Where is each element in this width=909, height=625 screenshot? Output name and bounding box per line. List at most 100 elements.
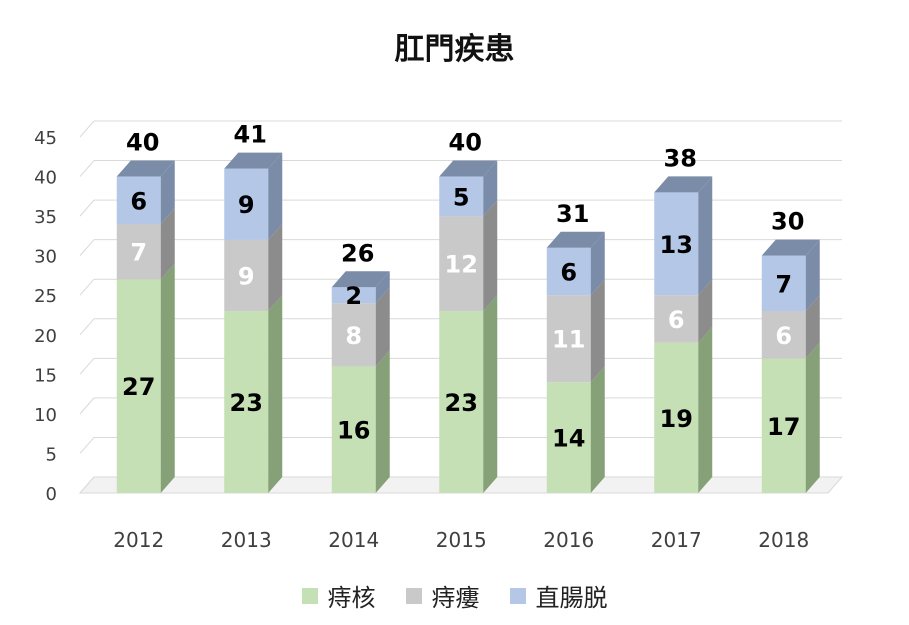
legend-item-hemorrhoids: 痔核 xyxy=(301,578,376,613)
bar-side-0 xyxy=(590,366,605,493)
total-label: 38 xyxy=(664,144,697,172)
data-label-0: 16 xyxy=(337,417,370,445)
gridline-depth xyxy=(79,199,95,217)
bar-top xyxy=(546,231,605,248)
legend: 痔核 痔瘻 直腸脱 xyxy=(0,578,909,613)
x-tick-label: 2015 xyxy=(436,528,487,552)
legend-item-anal-fistula: 痔瘻 xyxy=(405,578,480,613)
bar-front-2 xyxy=(331,287,376,304)
gridline-depth xyxy=(79,318,95,336)
data-label-2: 7 xyxy=(775,270,792,298)
bar-front-1 xyxy=(331,303,376,367)
bar-side-2 xyxy=(268,152,283,240)
bar-front-1 xyxy=(654,295,699,343)
x-tick-label: 2016 xyxy=(543,528,594,552)
gridline-depth xyxy=(79,437,95,454)
bar-top xyxy=(654,176,713,193)
data-label-2: 5 xyxy=(453,183,470,211)
bar-side-0 xyxy=(375,350,390,493)
bar-front-1 xyxy=(546,295,591,383)
bar-side-1 xyxy=(375,287,390,367)
bar-front-0 xyxy=(224,311,269,493)
bar-side-1 xyxy=(160,208,175,280)
y-tick-label: 30 xyxy=(34,247,57,268)
gridline-depth xyxy=(79,160,95,177)
data-label-0: 27 xyxy=(122,373,155,401)
chart-title: 肛門疾患 xyxy=(394,32,515,67)
bar-side-1 xyxy=(268,223,283,312)
total-label: 40 xyxy=(449,129,482,157)
bar-side-2 xyxy=(698,176,713,296)
data-label-1: 6 xyxy=(668,306,685,334)
bar-top xyxy=(116,160,175,177)
data-label-1: 8 xyxy=(345,322,362,350)
y-tick-label: 5 xyxy=(46,444,57,465)
data-label-0: 23 xyxy=(445,389,478,417)
bar-side-2 xyxy=(483,160,498,217)
bar-side-2 xyxy=(590,231,605,296)
bar-front-2 xyxy=(654,192,699,296)
gridline-depth xyxy=(79,239,95,256)
bar-front-1 xyxy=(439,216,484,312)
total-label: 31 xyxy=(556,200,589,228)
bar-front-2 xyxy=(546,247,591,296)
bar-front-0 xyxy=(546,382,591,493)
bar-front-0 xyxy=(439,311,484,493)
bar-top xyxy=(224,152,283,169)
x-tick-label: 2013 xyxy=(221,528,272,552)
y-tick-label: 15 xyxy=(34,365,57,386)
bar-side-0 xyxy=(160,263,175,493)
bar-front-2 xyxy=(439,176,484,217)
bar-front-2 xyxy=(224,168,269,240)
bar-side-0 xyxy=(698,326,713,493)
bar-side-1 xyxy=(483,200,498,312)
bar-front-0 xyxy=(654,342,699,493)
data-label-0: 17 xyxy=(767,413,800,441)
gridline-depth xyxy=(79,278,95,296)
bar-top xyxy=(331,271,390,288)
bar-front-1 xyxy=(761,311,806,359)
bar-front-2 xyxy=(116,176,161,225)
bar-side-2 xyxy=(805,239,820,312)
data-label-2: 6 xyxy=(130,187,147,215)
bar-top xyxy=(439,160,498,177)
bar-side-1 xyxy=(698,279,713,343)
bar-side-0 xyxy=(483,295,498,493)
legend-swatch-rectal-prolapse xyxy=(509,587,526,604)
data-label-2: 2 xyxy=(345,282,362,310)
y-tick-label: 10 xyxy=(34,405,57,426)
gridline-depth xyxy=(79,120,95,138)
y-tick-label: 35 xyxy=(34,207,57,228)
data-label-1: 6 xyxy=(775,322,792,350)
bar-front-0 xyxy=(761,358,806,493)
data-label-0: 14 xyxy=(552,425,585,453)
bar-front-0 xyxy=(331,366,376,493)
data-label-2: 6 xyxy=(560,258,577,286)
bar-side-1 xyxy=(805,295,820,359)
data-label-0: 23 xyxy=(230,389,263,417)
y-tick-label: 0 xyxy=(46,484,57,505)
x-tick-label: 2014 xyxy=(328,528,379,552)
bar-front-1 xyxy=(224,239,269,312)
legend-label-rectal-prolapse: 直腸脱 xyxy=(535,584,608,612)
legend-swatch-anal-fistula xyxy=(405,587,422,604)
data-label-2: 9 xyxy=(238,191,255,219)
x-tick-label: 2012 xyxy=(113,528,164,552)
data-label-2: 13 xyxy=(660,231,693,259)
gridline-depth xyxy=(79,397,95,415)
legend-item-rectal-prolapse: 直腸脱 xyxy=(509,578,608,613)
data-label-1: 9 xyxy=(238,262,255,290)
bar-side-0 xyxy=(268,295,283,493)
x-tick-label: 2017 xyxy=(651,528,702,552)
data-label-1: 11 xyxy=(552,326,585,354)
x-tick-label: 2018 xyxy=(758,528,809,552)
legend-swatch-hemorrhoids xyxy=(301,587,318,604)
y-tick-label: 40 xyxy=(34,168,57,189)
bar-top xyxy=(761,239,820,256)
y-tick-label: 45 xyxy=(34,128,57,149)
y-tick-label: 20 xyxy=(34,326,57,347)
bar-front-2 xyxy=(761,255,806,312)
bar-front-0 xyxy=(116,279,161,493)
legend-label-hemorrhoids: 痔核 xyxy=(327,584,376,612)
